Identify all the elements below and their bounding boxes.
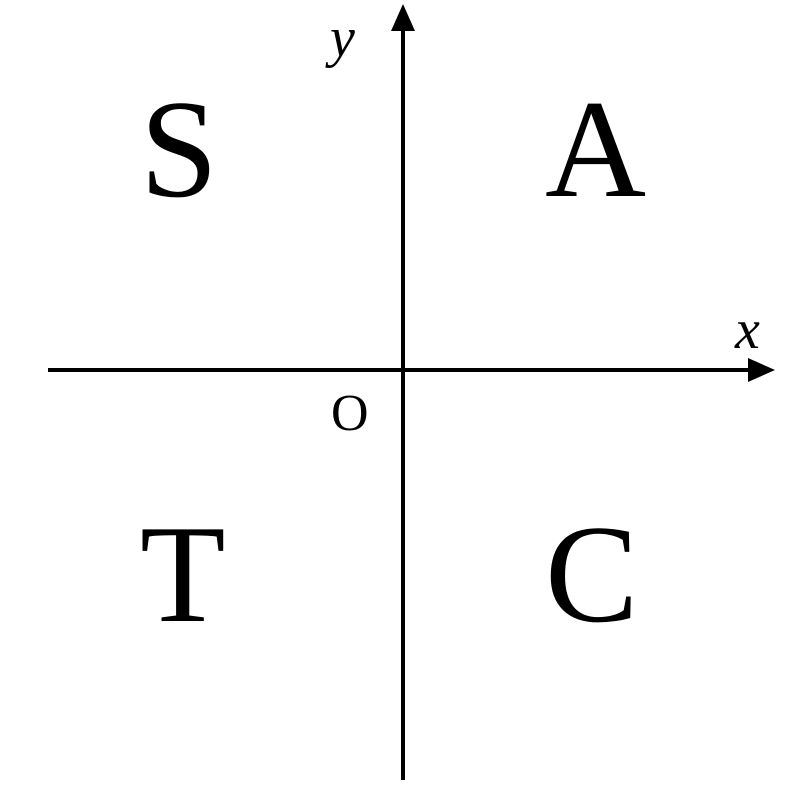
y-axis-arrow <box>391 4 415 31</box>
quadrant-4-label: C <box>545 505 638 645</box>
x-axis-arrow <box>748 358 775 382</box>
quadrant-2-label: S <box>140 80 218 220</box>
x-axis-label: x <box>735 302 760 358</box>
axes-svg <box>0 0 795 790</box>
quadrant-3-label: T <box>140 505 226 645</box>
origin-label: O <box>331 388 369 440</box>
quadrant-1-label: A <box>545 80 646 220</box>
coordinate-plane-diagram: x y O A S T C <box>0 0 795 790</box>
y-axis-label: y <box>330 10 355 66</box>
